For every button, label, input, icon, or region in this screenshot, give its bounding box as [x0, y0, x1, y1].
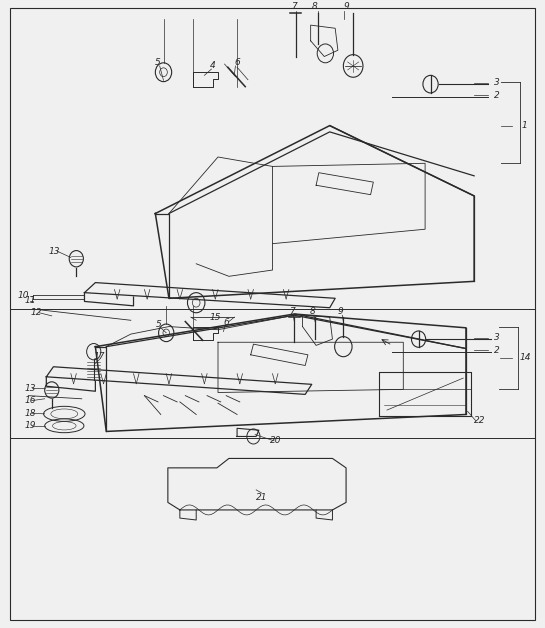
Text: 12: 12 [31, 308, 43, 317]
Text: 4: 4 [210, 62, 215, 70]
Text: 17: 17 [93, 352, 105, 361]
Text: 9: 9 [343, 2, 349, 11]
Text: 22: 22 [474, 416, 486, 425]
Text: 20: 20 [269, 436, 281, 445]
Text: 7: 7 [289, 307, 294, 316]
Text: 8: 8 [310, 307, 315, 316]
Text: 3: 3 [494, 333, 500, 342]
Text: 13: 13 [24, 384, 36, 392]
Text: 19: 19 [24, 421, 36, 430]
Text: 5: 5 [156, 320, 162, 328]
Text: 16: 16 [24, 396, 36, 405]
Text: 7: 7 [292, 2, 297, 11]
Text: 15: 15 [209, 313, 221, 322]
Text: 10: 10 [17, 291, 29, 300]
Text: 2: 2 [494, 91, 500, 100]
Text: 9: 9 [338, 307, 343, 316]
Text: 3: 3 [494, 78, 500, 87]
Text: 8: 8 [312, 2, 318, 11]
Text: 13: 13 [49, 247, 60, 256]
Text: 2: 2 [494, 346, 500, 355]
Text: 6: 6 [223, 318, 229, 327]
Text: 1: 1 [522, 121, 528, 130]
Text: 11: 11 [24, 296, 36, 305]
Text: 18: 18 [24, 409, 36, 418]
Text: 21: 21 [256, 493, 268, 502]
Text: 14: 14 [519, 354, 531, 362]
Text: 6: 6 [234, 58, 240, 67]
Text: 5: 5 [155, 58, 161, 67]
